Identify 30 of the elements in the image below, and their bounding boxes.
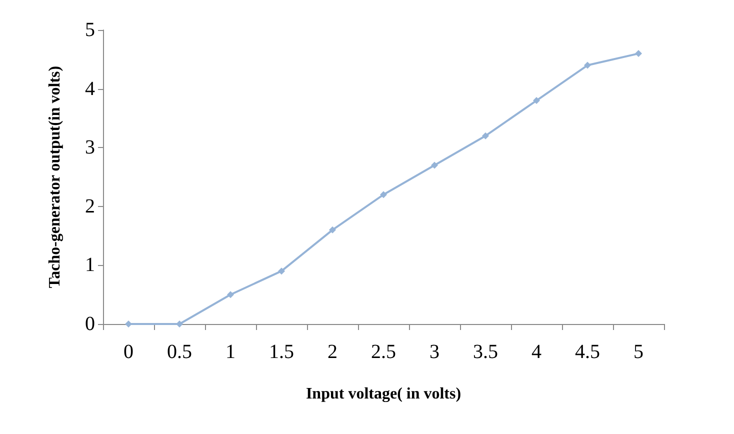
x-tick-label: 2	[328, 341, 338, 363]
point	[533, 97, 540, 104]
y-axis-title: Tacho-generator output(in volts)	[46, 66, 64, 288]
point	[125, 320, 132, 328]
x-tick-label: 0.5	[167, 341, 192, 363]
x-tick-label: 3	[430, 341, 440, 363]
x-tick-label: 3.5	[473, 341, 498, 363]
y-tick-label: 2	[85, 195, 95, 218]
point	[227, 291, 234, 298]
x-tick-label: 0	[124, 341, 134, 363]
x-tick-label: 1	[226, 341, 236, 363]
point	[176, 320, 183, 328]
point	[482, 132, 489, 140]
x-tick-label: 4.5	[575, 341, 600, 363]
point	[584, 62, 591, 69]
point	[329, 226, 336, 234]
x-tick-label: 2.5	[371, 341, 396, 363]
point	[278, 268, 285, 275]
y-tick-label: 0	[85, 313, 95, 335]
point	[431, 162, 438, 169]
point	[380, 191, 387, 198]
x-tick-label: 1.5	[269, 341, 294, 363]
y-tick-label: 4	[85, 78, 95, 100]
point	[635, 50, 642, 58]
y-tick-label: 3	[85, 136, 95, 159]
x-tick-label: 5	[634, 341, 644, 363]
y-tick-label: 1	[85, 254, 95, 276]
x-axis-title: Input voltage( in volts)	[306, 386, 462, 402]
x-tick-label: 4	[532, 341, 542, 363]
y-tick-label: 5	[85, 19, 95, 41]
